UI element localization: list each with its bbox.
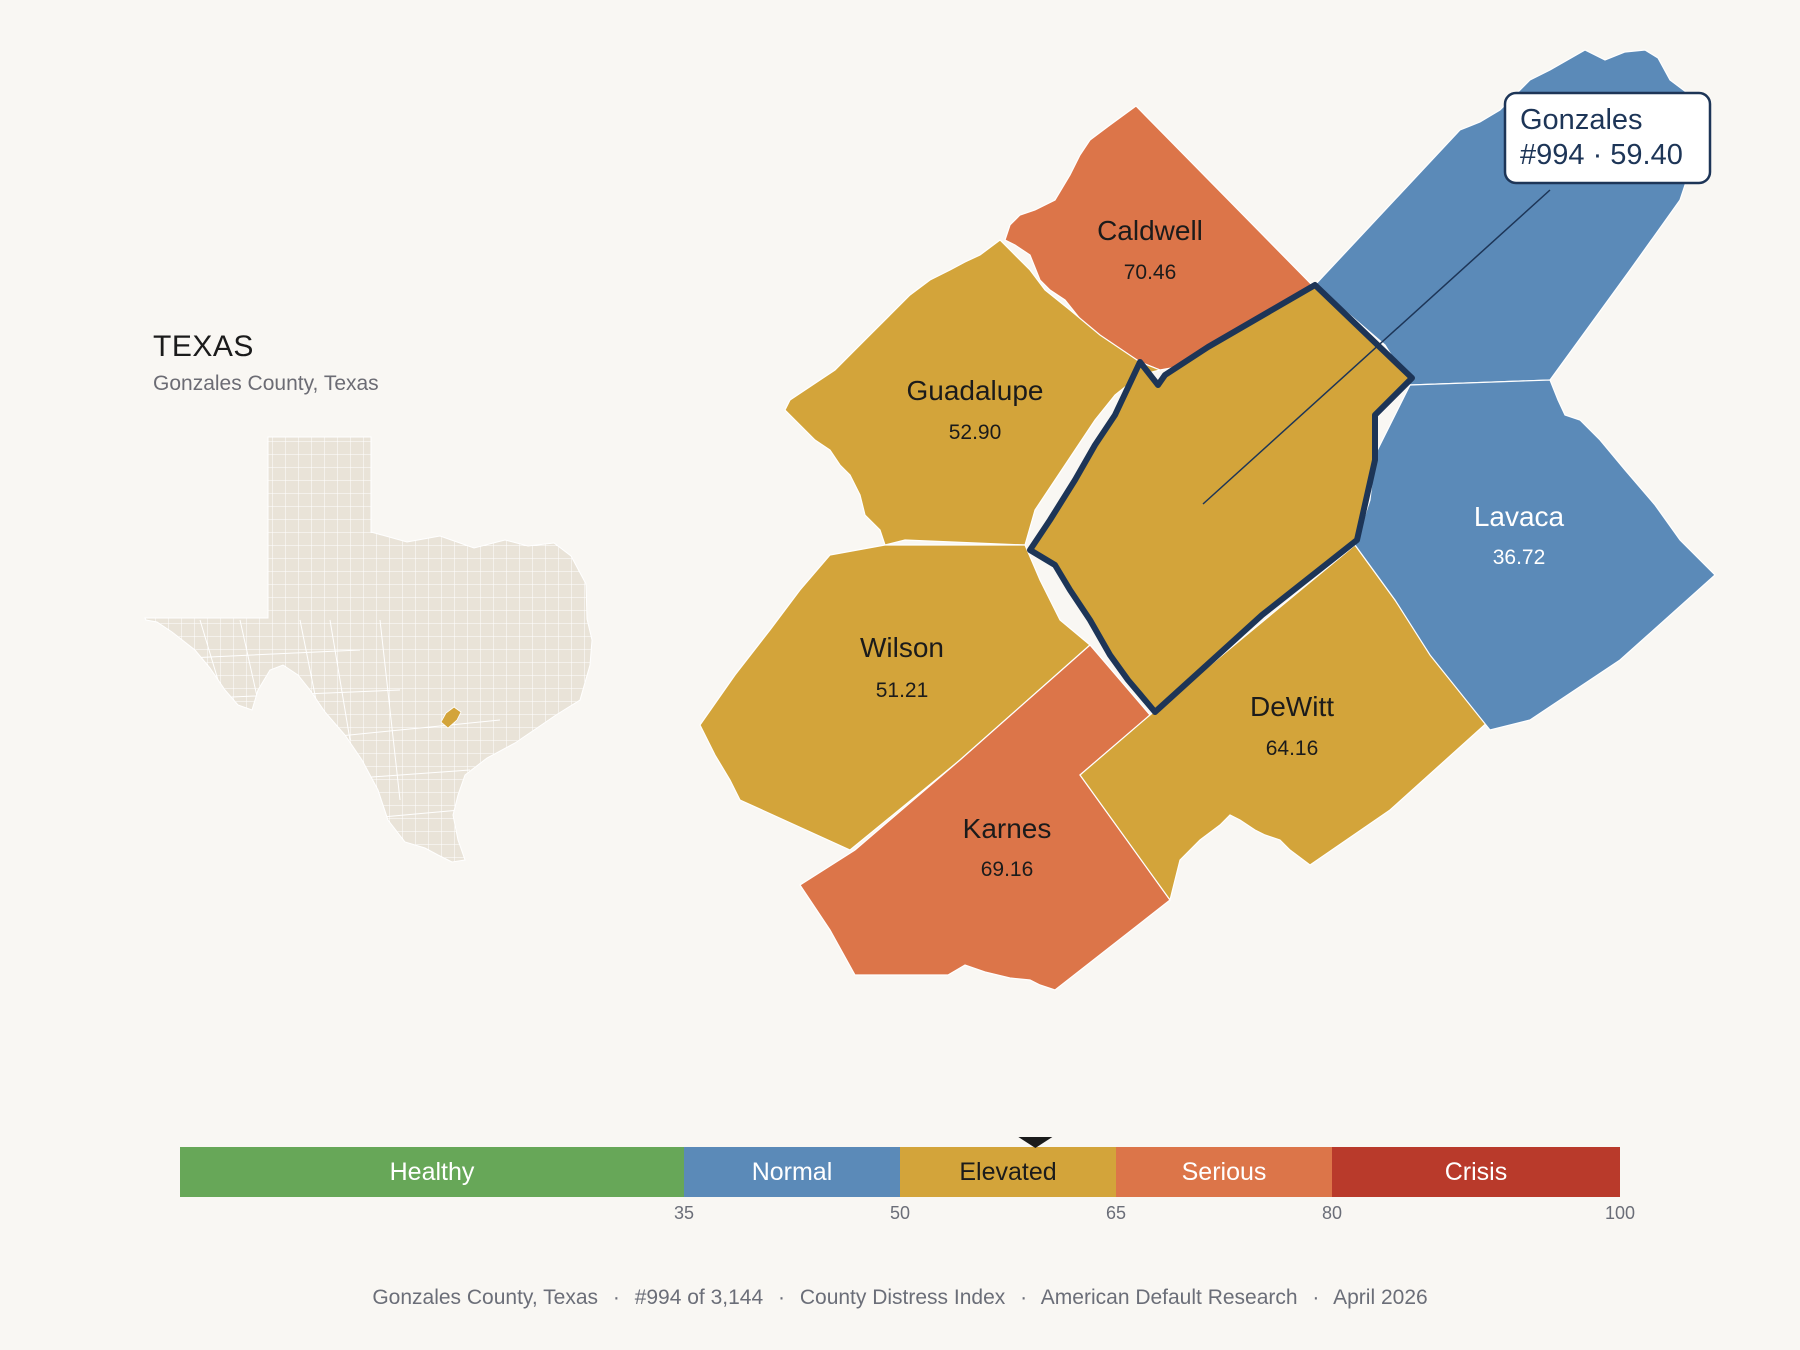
legend-band-label: Healthy — [390, 1158, 475, 1186]
county-value-caldwell: 70.46 — [1124, 261, 1177, 284]
legend-marker-pointer — [1018, 1137, 1053, 1148]
legend-band-elevated — [900, 1147, 1116, 1197]
legend-band-label: Crisis — [1445, 1158, 1508, 1186]
county-wilson[interactable] — [699, 544, 1091, 851]
county-value-guadalupe: 52.90 — [949, 421, 1002, 444]
county-name-caldwell: Caldwell — [1097, 215, 1203, 246]
footer-separator: · — [612, 1286, 620, 1309]
legend-band-normal — [684, 1147, 900, 1197]
footer-source: American Default Research — [1040, 1286, 1298, 1309]
callout-box — [1503, 91, 1712, 185]
callout-rank-score: #994 · 59.40 — [1520, 139, 1683, 171]
legend-tick-label: 65 — [1106, 1203, 1126, 1223]
county-shapes — [699, 49, 1716, 991]
distress-scale-legend: Healthy Normal Elevated Serious Crisis 35 50 65… — [180, 1137, 1635, 1223]
callout-leader-line — [1202, 189, 1551, 505]
footer-county: Gonzales County, Texas — [372, 1286, 599, 1309]
county-value-lavaca: 36.72 — [1493, 546, 1546, 569]
county-name-karnes: Karnes — [963, 813, 1052, 844]
legend-tick-label: 50 — [890, 1203, 910, 1223]
legend-band-label: Serious — [1182, 1158, 1267, 1186]
legend-band-healthy — [180, 1147, 684, 1197]
inset-subtitle: Gonzales County, Texas — [153, 372, 379, 395]
legend-tick-label: 35 — [674, 1203, 694, 1223]
legend-band-label: Elevated — [959, 1158, 1056, 1186]
county-name-guadalupe: Guadalupe — [906, 375, 1043, 406]
county-labels: Caldwell 70.46 Guadalupe 52.90 Wilson 51… — [860, 215, 1565, 881]
county-value-wilson: 51.21 — [876, 679, 929, 702]
footer-credits: Gonzales County, Texas · #994 of 3,144 ·… — [0, 1286, 1800, 1310]
legend-tick-label: 80 — [1322, 1203, 1342, 1223]
county-name-dewitt: DeWitt — [1250, 691, 1334, 722]
footer-separator: · — [1020, 1286, 1028, 1309]
county-guadalupe[interactable] — [784, 239, 1162, 546]
texas-outline — [144, 436, 593, 863]
selected-county-callout: Gonzales #994 · 59.40 — [1202, 91, 1712, 505]
footer-separator: · — [778, 1286, 785, 1309]
legend-band-crisis — [1332, 1147, 1620, 1197]
county-name-lavaca: Lavaca — [1474, 501, 1565, 532]
footer-rank: #994 of 3,144 — [634, 1286, 764, 1309]
footer-index-name: County Distress Index — [799, 1286, 1006, 1309]
callout-county-name: Gonzales — [1520, 104, 1643, 136]
gonzales-county-highlight — [440, 706, 462, 729]
inset-state-title: TEXAS — [153, 330, 254, 363]
county-value-dewitt: 64.16 — [1266, 737, 1319, 760]
legend-band-serious — [1116, 1147, 1332, 1197]
footer-separator: · — [1312, 1286, 1320, 1309]
footer-date: April 2026 — [1333, 1286, 1428, 1309]
texas-inset-map — [144, 436, 593, 863]
selected-county-outline — [1027, 282, 1415, 715]
county-name-wilson: Wilson — [860, 632, 944, 663]
county-value-karnes: 69.16 — [981, 858, 1034, 881]
legend-tick-label: 100 — [1605, 1203, 1635, 1223]
legend-band-label: Normal — [752, 1158, 833, 1186]
